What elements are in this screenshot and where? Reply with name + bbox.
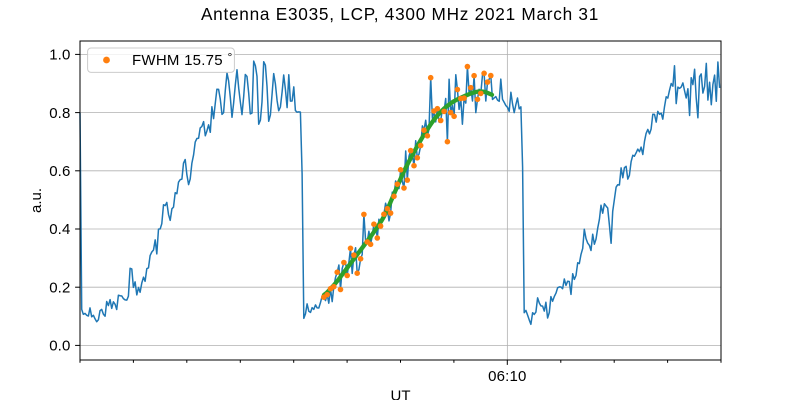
svg-text:06:10: 06:10 (488, 368, 527, 385)
svg-text:0.0: 0.0 (49, 338, 70, 355)
svg-text:UT: UT (391, 388, 411, 400)
svg-text:Antenna E3035, LCP, 4300 MHz 2: Antenna E3035, LCP, 4300 MHz 2021 March … (201, 4, 599, 24)
svg-text:a.u.: a.u. (28, 188, 45, 213)
svg-text:1.0: 1.0 (49, 47, 70, 64)
svg-text:0.6: 0.6 (49, 163, 70, 180)
svg-text:FWHM 15.75 °: FWHM 15.75 ° (132, 50, 233, 69)
svg-text:0.8: 0.8 (49, 105, 70, 122)
svg-text:0.4: 0.4 (49, 221, 70, 238)
svg-text:0.2: 0.2 (49, 279, 70, 296)
